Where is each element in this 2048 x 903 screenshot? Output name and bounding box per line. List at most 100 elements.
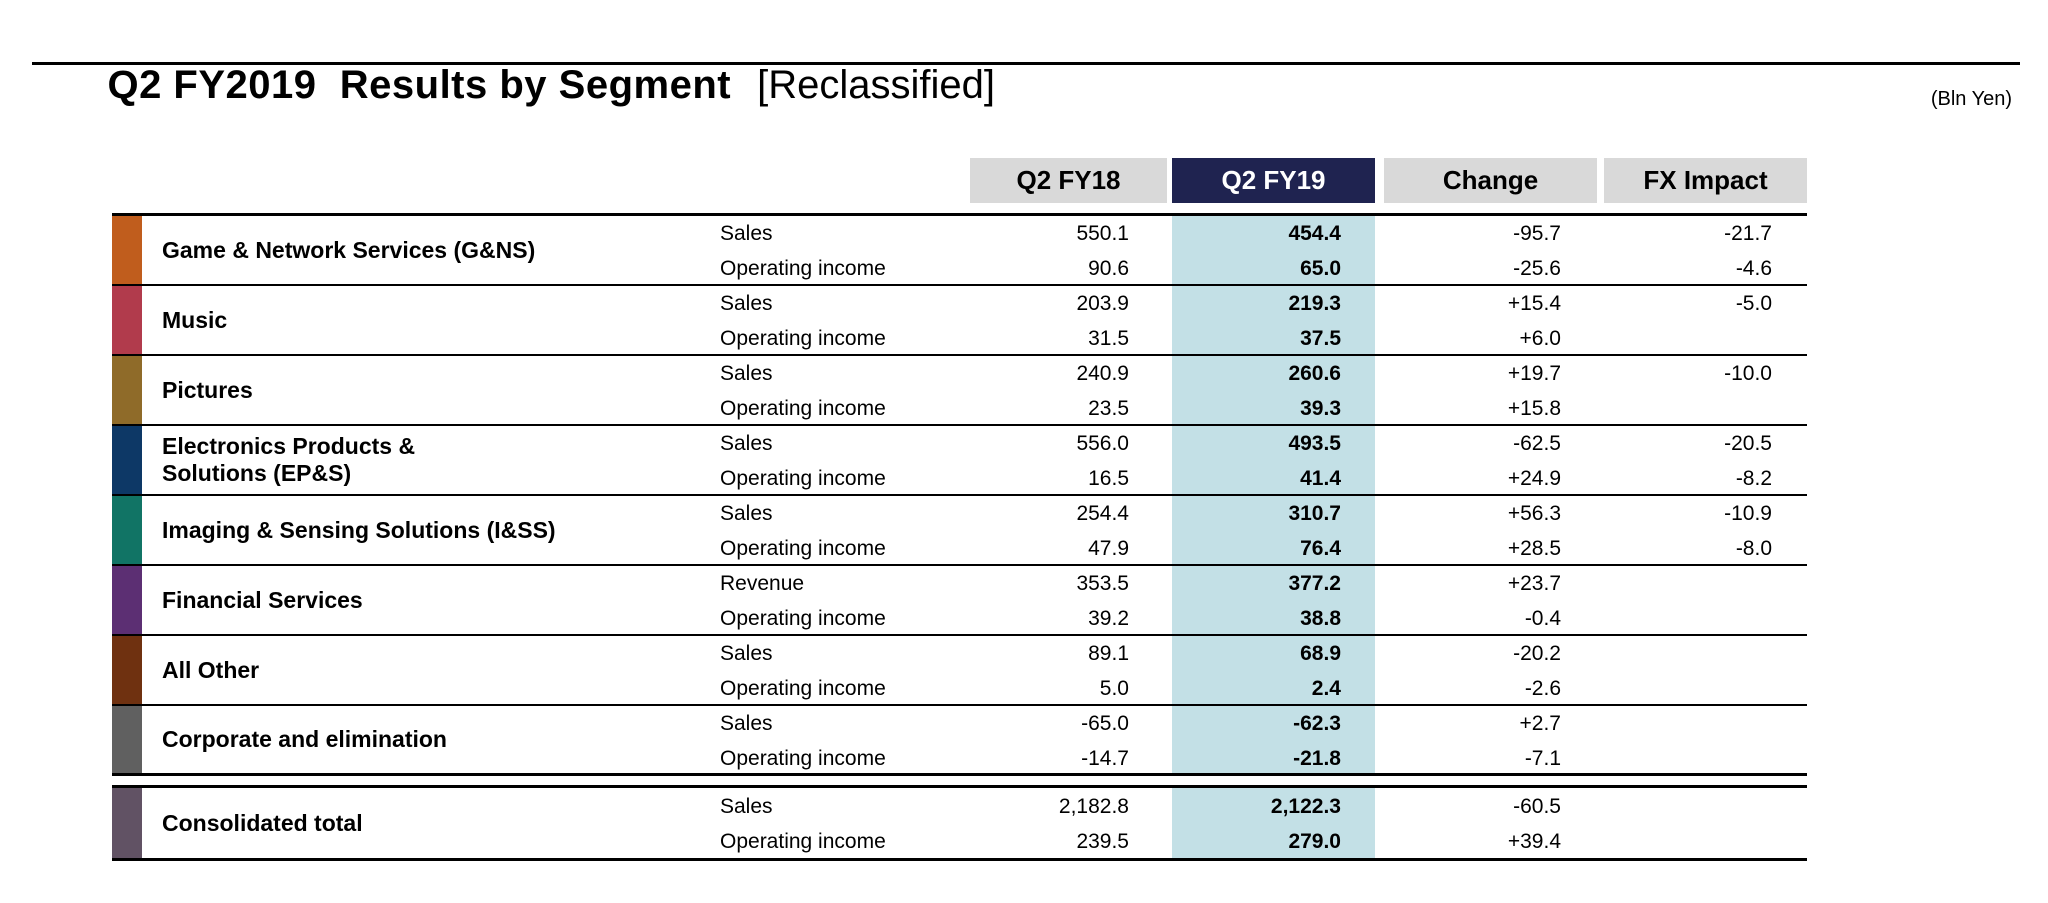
metric-label: Sales: [720, 432, 773, 455]
value-cell-q2fy18: 203.9 31.5: [970, 286, 1167, 354]
value-cell-q2fy18: 353.5 39.2: [970, 566, 1167, 634]
value-cell-q2fy19-highlighted: 493.5 41.4: [1172, 426, 1375, 494]
value-q2fy18: 254.4: [1076, 502, 1129, 525]
value-q2fy19: 310.7: [1288, 502, 1341, 525]
value-change: +15.8: [1507, 397, 1561, 420]
value-change: -60.5: [1513, 795, 1561, 818]
segment-results-table: Q2 FY18 Q2 FY19 Change FX Impact Game & …: [112, 158, 1807, 861]
value-change: -62.5: [1513, 432, 1561, 455]
segment-color-swatch: [112, 216, 142, 284]
value-cell-q2fy19-highlighted: 68.9 2.4: [1172, 636, 1375, 704]
metric-label: Operating income: [720, 747, 886, 770]
metric-label-cell: Sales Operating income: [718, 216, 970, 284]
segment-color-swatch: [112, 636, 142, 704]
value-q2fy19: 219.3: [1288, 292, 1341, 315]
value-fx-impact: -20.5: [1724, 432, 1772, 455]
value-q2fy19: 76.4: [1300, 537, 1341, 560]
value-q2fy18: -14.7: [1081, 747, 1129, 770]
value-cell-fx-impact: -10.0: [1604, 356, 1807, 424]
metric-label-cell: Sales Operating income: [718, 426, 970, 494]
table-row: Pictures Sales Operating income 240.9 23…: [112, 356, 1807, 426]
metric-label: Sales: [720, 712, 773, 735]
metric-label: Operating income: [720, 537, 886, 560]
segment-accent-cell: [112, 356, 146, 424]
value-change: +6.0: [1519, 327, 1561, 350]
value-fx-impact: [1604, 671, 1772, 704]
value-q2fy19: 493.5: [1288, 432, 1341, 455]
value-q2fy19: 2.4: [1311, 677, 1341, 700]
value-q2fy19: 260.6: [1288, 362, 1341, 385]
segment-accent-cell: [112, 496, 146, 564]
value-q2fy18: 556.0: [1076, 432, 1129, 455]
value-change: -0.4: [1524, 607, 1561, 630]
value-change: +23.7: [1507, 572, 1561, 595]
column-gap: [1375, 426, 1384, 494]
value-change: +19.7: [1507, 362, 1561, 385]
segment-accent-cell: [112, 286, 146, 354]
value-cell-q2fy19-highlighted: 377.2 38.8: [1172, 566, 1375, 634]
table-row: Consolidated total Sales Operating incom…: [112, 785, 1807, 861]
table-header-row: Q2 FY18 Q2 FY19 Change FX Impact: [112, 158, 1807, 203]
column-gap: [1597, 216, 1604, 284]
metric-label-cell: Revenue Operating income: [718, 566, 970, 634]
metric-label-cell: Sales Operating income: [718, 356, 970, 424]
column-gap: [1597, 788, 1604, 858]
value-change: +28.5: [1507, 537, 1561, 560]
table-row: Music Sales Operating income 203.9 31.5 …: [112, 286, 1807, 356]
header-spacer: [112, 203, 1807, 213]
table-row: Game & Network Services (G&NS) Sales Ope…: [112, 216, 1807, 286]
segment-accent-cell: [112, 706, 146, 773]
table-row: Financial Services Revenue Operating inc…: [112, 566, 1807, 636]
metric-label-cell: Sales Operating income: [718, 286, 970, 354]
value-q2fy18: 353.5: [1076, 572, 1129, 595]
page-title-main: Q2 FY2019 Results by Segment: [107, 63, 732, 107]
value-cell-q2fy19-highlighted: 2,122.3 279.0: [1172, 788, 1375, 858]
column-header-fx-impact: FX Impact: [1604, 158, 1807, 203]
metric-label: Revenue: [720, 572, 805, 595]
column-gap: [1375, 706, 1384, 773]
metric-label: Operating income: [720, 467, 886, 490]
value-q2fy18: -65.0: [1081, 712, 1129, 735]
metric-label-cell: Sales Operating income: [718, 636, 970, 704]
value-cell-fx-impact: -20.5 -8.2: [1604, 426, 1807, 494]
value-change: +2.7: [1519, 712, 1561, 735]
value-cell-fx-impact: [1604, 636, 1807, 704]
segment-color-swatch: [112, 356, 142, 424]
value-fx-impact: [1604, 391, 1772, 424]
metric-label-cell: Sales Operating income: [718, 706, 970, 773]
value-q2fy19: 41.4: [1300, 467, 1341, 490]
value-fx-impact: [1604, 321, 1772, 354]
table-body: Game & Network Services (G&NS) Sales Ope…: [112, 213, 1807, 861]
segment-name: Imaging & Sensing Solutions (I&SS): [162, 516, 556, 543]
segment-color-swatch: [112, 566, 142, 634]
value-cell-change: -62.5 +24.9: [1384, 426, 1597, 494]
column-header-q2fy18: Q2 FY18: [970, 158, 1167, 203]
value-cell-q2fy18: 556.0 16.5: [970, 426, 1167, 494]
metric-label: Operating income: [720, 830, 886, 853]
value-cell-change: -95.7 -25.6: [1384, 216, 1597, 284]
value-cell-q2fy18: 89.1 5.0: [970, 636, 1167, 704]
value-fx-impact: -21.7: [1724, 222, 1772, 245]
value-q2fy18: 23.5: [1088, 397, 1129, 420]
segment-name: Game & Network Services (G&NS): [162, 236, 536, 263]
value-cell-fx-impact: -10.9 -8.0: [1604, 496, 1807, 564]
metric-label: Sales: [720, 795, 773, 818]
value-fx-impact: -10.0: [1724, 362, 1772, 385]
value-q2fy18: 203.9: [1076, 292, 1129, 315]
segment-name: Financial Services: [162, 586, 363, 613]
value-cell-q2fy18: 2,182.8 239.5: [970, 788, 1167, 858]
value-q2fy19: -62.3: [1293, 712, 1341, 735]
value-fx-impact: [1604, 706, 1772, 741]
segment-color-swatch: [112, 788, 142, 858]
metric-label: Sales: [720, 642, 773, 665]
value-change: +24.9: [1507, 467, 1561, 490]
metric-label: Operating income: [720, 327, 886, 350]
value-fx-impact: [1604, 789, 1772, 824]
value-q2fy18: 5.0: [1099, 677, 1129, 700]
value-q2fy18: 89.1: [1088, 642, 1129, 665]
value-change: -20.2: [1513, 642, 1561, 665]
value-cell-change: +19.7 +15.8: [1384, 356, 1597, 424]
metric-label: Operating income: [720, 257, 886, 280]
value-q2fy19: 2,122.3: [1270, 795, 1341, 818]
column-gap: [1375, 566, 1384, 634]
